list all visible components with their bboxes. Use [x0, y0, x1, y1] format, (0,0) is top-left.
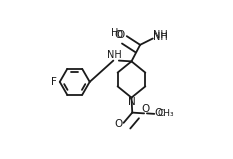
Text: F: F	[51, 77, 57, 87]
Text: O: O	[115, 119, 123, 129]
Text: O: O	[154, 108, 162, 118]
Text: NH: NH	[153, 32, 168, 42]
Text: N: N	[128, 97, 135, 107]
Text: NH: NH	[153, 30, 167, 40]
Text: NH: NH	[107, 50, 122, 60]
Text: O: O	[141, 104, 149, 114]
Text: H: H	[111, 28, 119, 38]
Text: CH₃: CH₃	[157, 109, 174, 118]
Text: O: O	[116, 30, 125, 40]
Text: O: O	[114, 30, 122, 40]
